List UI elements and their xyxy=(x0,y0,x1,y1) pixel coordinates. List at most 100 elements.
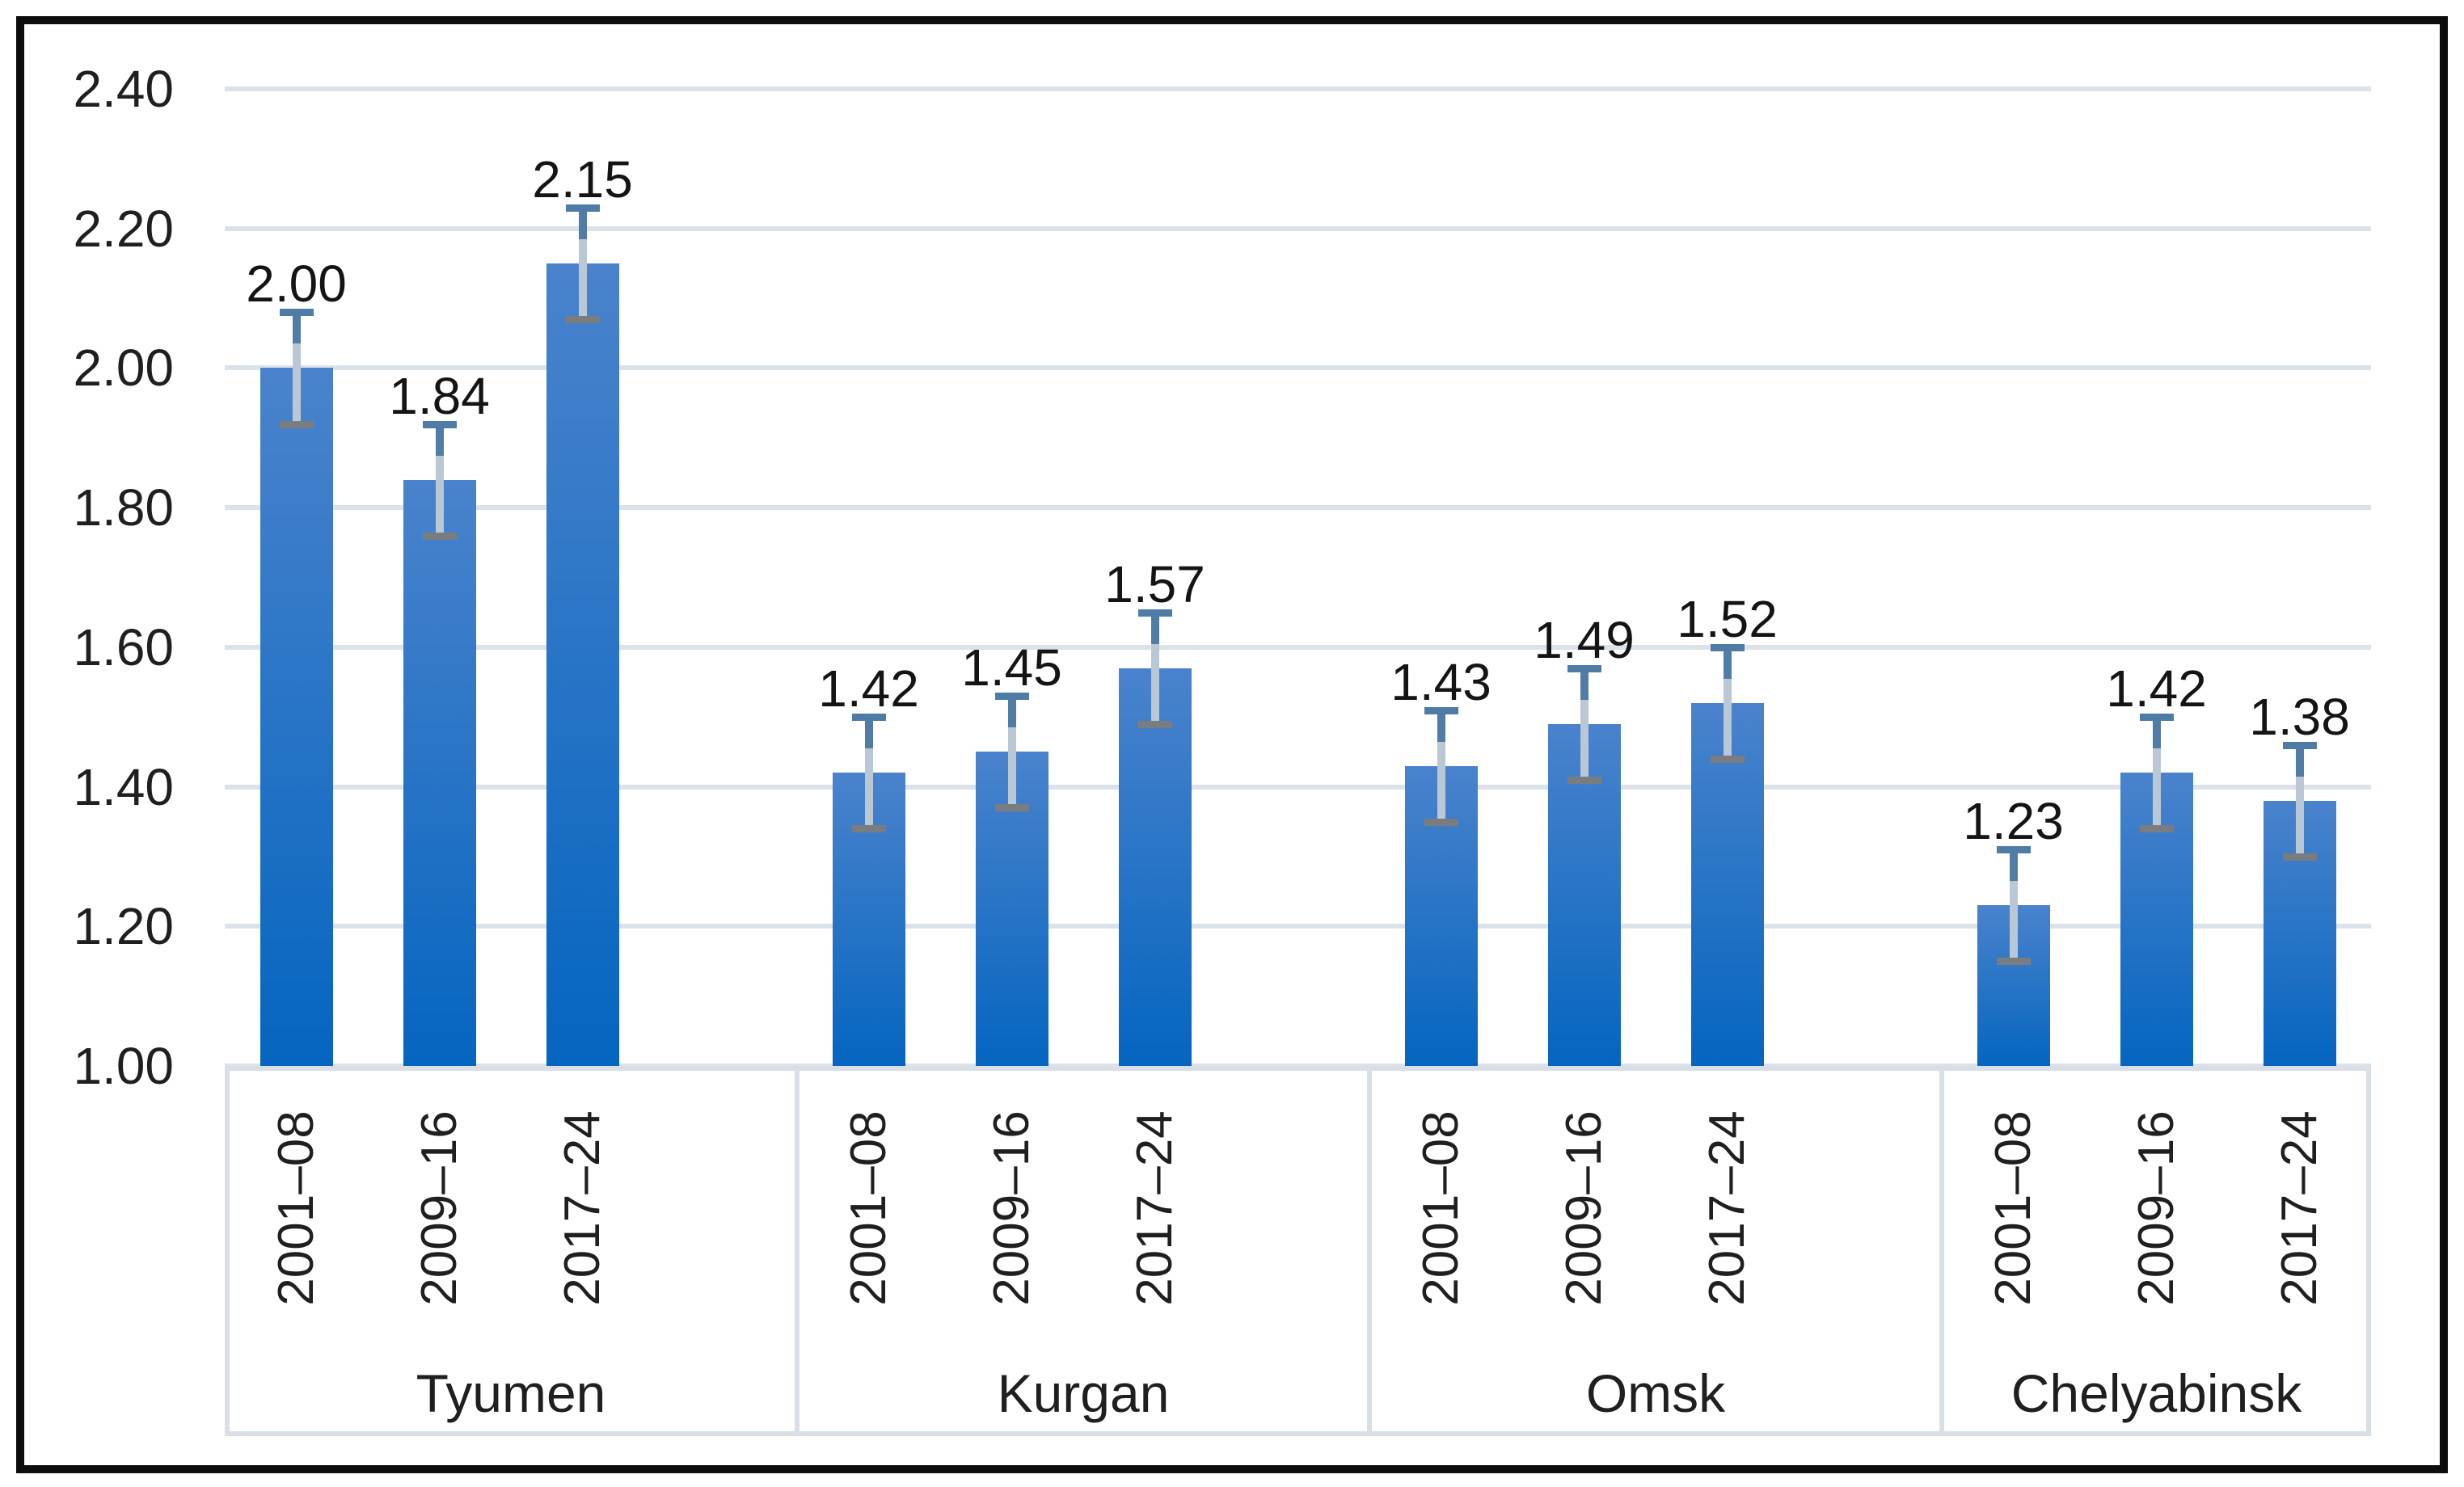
bar-value-label: 1.42 xyxy=(2106,659,2207,718)
y-axis-tick-label: 1.20 xyxy=(73,897,174,956)
error-bar-stem xyxy=(2295,748,2304,860)
error-bar-cap-top xyxy=(1567,664,1601,672)
y-axis-tick-label: 1.00 xyxy=(73,1037,174,1095)
error-bar-cap-bottom xyxy=(1424,818,1458,826)
error-bar-cap-bottom xyxy=(994,804,1029,812)
category-label: 2017–24 xyxy=(1126,1110,1183,1306)
bar-value-label: 1.23 xyxy=(1963,792,2064,851)
error-bar-cap-top xyxy=(2282,741,2317,749)
error-bar-cap-bottom xyxy=(1567,776,1601,784)
error-bar-stem-upper xyxy=(435,428,444,456)
bar xyxy=(403,479,476,1066)
category-label: 2009–16 xyxy=(983,1110,1040,1306)
error-bar-stem xyxy=(1150,616,1159,727)
category-label: 2017–24 xyxy=(1698,1110,1755,1306)
error-bar-cap-top xyxy=(1424,706,1458,714)
error-bar-stem xyxy=(578,211,587,322)
gridline xyxy=(225,365,2371,371)
group-divider xyxy=(1939,1066,1944,1436)
error-bar-cap-top xyxy=(1996,846,2031,854)
error-bar-cap-top xyxy=(994,693,1029,701)
error-bar-stem-upper xyxy=(2009,853,2018,882)
bar-value-label: 1.49 xyxy=(1534,610,1635,669)
error-bar-stem xyxy=(2009,853,2018,965)
error-bar-stem-upper xyxy=(1723,651,1732,679)
gridline xyxy=(225,784,2371,790)
bar xyxy=(546,263,619,1066)
gridline xyxy=(225,924,2371,929)
error-bar-stem xyxy=(435,428,444,539)
error-bar-cap-bottom xyxy=(851,825,886,833)
error-bar-cap-bottom xyxy=(565,315,600,323)
bar-value-label: 1.84 xyxy=(389,366,490,425)
category-label: 2009–16 xyxy=(411,1110,467,1306)
error-bar-cap-top xyxy=(1137,609,1172,617)
error-bar-cap-bottom xyxy=(2282,853,2317,861)
group-label: Tyumen xyxy=(416,1363,606,1423)
bar-value-label: 1.43 xyxy=(1390,652,1491,711)
bar xyxy=(1690,702,1764,1066)
error-bar-cap-bottom xyxy=(1710,756,1745,764)
category-label: 2001–08 xyxy=(1985,1110,2041,1306)
category-label: 2017–24 xyxy=(2271,1110,2327,1306)
bar-value-label: 2.15 xyxy=(532,150,633,209)
bar-value-label: 1.57 xyxy=(1104,554,1205,613)
error-bar-cap-top xyxy=(851,714,886,722)
error-bar-stem-upper xyxy=(2152,721,2161,749)
group-label: Kurgan xyxy=(997,1363,1170,1423)
category-axis-box xyxy=(225,1066,2371,1436)
error-bar-stem xyxy=(1723,651,1732,762)
gridline xyxy=(225,225,2371,231)
error-bar-stem-upper xyxy=(1580,672,1589,700)
error-bar-cap-bottom xyxy=(1137,720,1172,728)
error-bar-cap-top xyxy=(422,420,457,428)
error-bar-stem xyxy=(292,316,301,428)
y-axis-tick-label: 1.80 xyxy=(73,478,174,537)
bar xyxy=(1118,668,1192,1066)
error-bar-stem-upper xyxy=(1007,700,1016,728)
error-bar-stem-upper xyxy=(578,211,587,239)
error-bar-cap-top xyxy=(1710,643,1745,651)
group-label: Chelyabinsk xyxy=(2010,1363,2302,1423)
group-divider xyxy=(795,1066,800,1436)
category-label: 2009–16 xyxy=(1555,1110,1612,1306)
error-bar-cap-bottom xyxy=(1996,958,2031,966)
y-axis-tick-label: 2.00 xyxy=(73,339,174,398)
gridline xyxy=(225,86,2371,91)
error-bar-stem-upper xyxy=(292,316,301,344)
error-bar-stem xyxy=(1437,714,1445,825)
error-bar-stem-upper xyxy=(1437,714,1445,742)
gridline xyxy=(225,644,2371,650)
bar-value-label: 1.42 xyxy=(818,659,919,718)
category-label: 2009–16 xyxy=(2128,1110,2184,1306)
bar-value-label: 1.45 xyxy=(961,638,1062,697)
error-bar-stem-upper xyxy=(1150,616,1159,644)
bar-value-label: 1.52 xyxy=(1677,589,1778,648)
category-label: 2001–08 xyxy=(1412,1110,1469,1306)
error-bar-cap-top xyxy=(2139,714,2174,722)
error-bar-stem xyxy=(2152,721,2161,832)
category-label: 2001–08 xyxy=(268,1110,324,1306)
gridline xyxy=(225,505,2371,511)
y-axis-tick-label: 2.40 xyxy=(73,60,174,118)
error-bar-cap-top xyxy=(565,204,600,212)
group-label: Omsk xyxy=(1585,1363,1726,1423)
category-label: 2001–08 xyxy=(840,1110,897,1306)
error-bar-stem xyxy=(864,721,873,832)
error-bar-cap-top xyxy=(279,309,314,317)
group-divider xyxy=(1367,1066,1372,1436)
error-bar-stem xyxy=(1007,700,1016,811)
y-axis-tick-label: 1.40 xyxy=(73,757,174,816)
error-bar-cap-bottom xyxy=(422,532,457,540)
error-bar-stem-upper xyxy=(864,721,873,749)
error-bar-stem xyxy=(1580,672,1589,783)
category-label: 2017–24 xyxy=(554,1110,610,1306)
bar-value-label: 2.00 xyxy=(246,255,347,314)
error-bar-stem-upper xyxy=(2295,748,2304,777)
bar xyxy=(259,368,333,1066)
bar-value-label: 1.38 xyxy=(2249,687,2350,746)
y-axis-tick-label: 2.20 xyxy=(73,199,174,258)
y-axis-tick-label: 1.60 xyxy=(73,617,174,676)
error-bar-cap-bottom xyxy=(279,420,314,428)
